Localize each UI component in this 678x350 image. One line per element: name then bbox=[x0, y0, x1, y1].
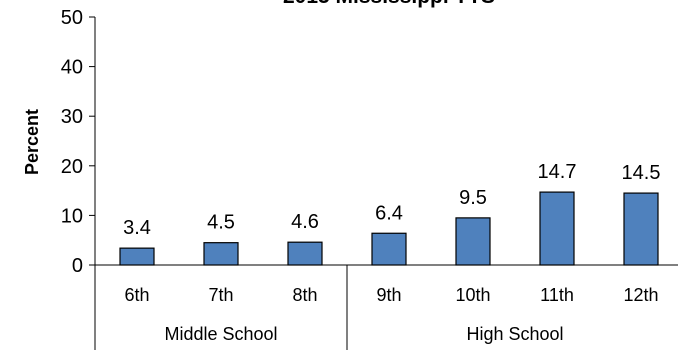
bar-10th bbox=[455, 217, 491, 266]
data-label: 4.6 bbox=[291, 211, 319, 233]
x-tick-label: 10th bbox=[455, 285, 490, 305]
y-tick-label: 20 bbox=[61, 156, 83, 178]
plot-area: 0 10 20 30 40 50 3.4 6th 4.5 7th 4.6 8th 6.4 9th 9.5 10… bbox=[61, 7, 678, 350]
data-label: 4.5 bbox=[207, 212, 235, 234]
y-tick-label: 0 bbox=[72, 255, 83, 277]
x-tick-label: 8th bbox=[292, 285, 317, 305]
bar-7th bbox=[203, 242, 239, 266]
group-label: High School bbox=[466, 324, 563, 344]
group-label: Middle School bbox=[164, 324, 277, 344]
bar-9th bbox=[371, 232, 407, 266]
bar-11th bbox=[539, 191, 575, 266]
data-label: 3.4 bbox=[123, 217, 151, 239]
x-tick-label: 6th bbox=[124, 285, 149, 305]
y-axis-label: Percent bbox=[22, 109, 42, 175]
x-tick-label: 9th bbox=[376, 285, 401, 305]
data-label: 6.4 bbox=[375, 202, 403, 224]
chart-title: 2015 Mississippi YTS bbox=[283, 0, 495, 8]
y-tick-label: 50 bbox=[61, 7, 83, 29]
bar-12th bbox=[623, 192, 659, 266]
data-label: 14.7 bbox=[538, 161, 577, 183]
x-tick-label: 7th bbox=[208, 285, 233, 305]
bar-6th bbox=[119, 247, 155, 266]
data-label: 14.5 bbox=[622, 162, 661, 184]
y-tick-label: 40 bbox=[61, 57, 83, 79]
y-tick-label: 10 bbox=[61, 205, 83, 227]
x-tick-label: 11th bbox=[540, 285, 574, 305]
x-tick-label: 12th bbox=[623, 285, 658, 305]
data-label: 9.5 bbox=[459, 187, 487, 209]
y-tick-label: 30 bbox=[61, 106, 83, 128]
bar-8th bbox=[287, 241, 323, 266]
